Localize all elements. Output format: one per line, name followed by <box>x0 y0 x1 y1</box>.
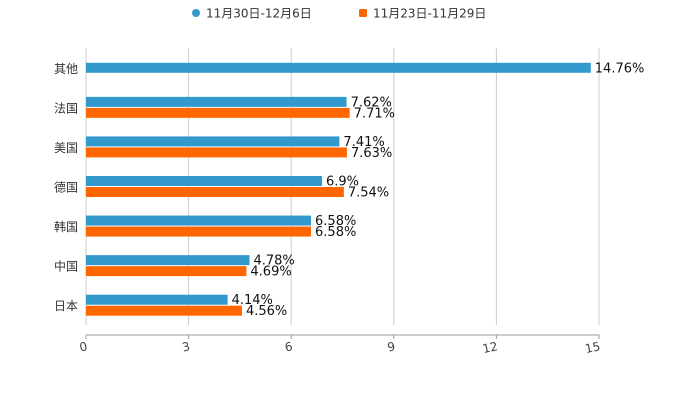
bar <box>86 136 340 147</box>
data-label: 6.58% <box>315 214 356 229</box>
x-tick-label: 12 <box>481 339 499 356</box>
bar <box>86 215 312 226</box>
bars: 14.76% 7.62%7.71% 7.41%7.63% 6.9%7.54% 6.58%… <box>86 61 644 319</box>
x-tick-label: 9 <box>386 339 396 354</box>
category-label: 日本 <box>54 299 78 313</box>
bar <box>86 305 242 316</box>
bar <box>86 62 591 73</box>
data-label: 6.58% <box>315 225 356 240</box>
data-label: 4.14% <box>232 293 273 308</box>
data-label: 7.63% <box>351 146 392 161</box>
category-label: 法国 <box>54 101 78 115</box>
bar <box>86 255 250 266</box>
x-tick-label: 3 <box>181 339 191 354</box>
data-label: 4.56% <box>246 304 287 319</box>
legend-marker-square <box>359 9 367 17</box>
legend-item: 11月23日-11月29日 <box>359 7 486 21</box>
legend-label: 11月30日-12月6日 <box>206 7 312 21</box>
bar <box>86 107 350 118</box>
data-label: 6.9% <box>326 175 359 190</box>
bar <box>86 226 312 237</box>
data-label: 7.54% <box>348 186 389 201</box>
data-label: 4.78% <box>253 254 294 269</box>
legend: 11月30日-12月6日 11月23日-11月29日 <box>192 7 486 21</box>
category-label: 韩国 <box>54 219 78 234</box>
data-label: 7.71% <box>354 106 395 121</box>
bar <box>86 96 347 107</box>
data-label: 14.76% <box>595 61 645 76</box>
x-axis: 0 3 6 9 12 15 <box>78 334 602 356</box>
legend-label: 11月23日-11月29日 <box>373 7 486 21</box>
x-tick-label: 15 <box>584 339 602 356</box>
bar <box>86 147 347 158</box>
legend-item: 11月30日-12月6日 <box>192 7 312 21</box>
bar <box>86 176 322 186</box>
data-label: 4.69% <box>250 265 291 280</box>
bar <box>86 266 247 277</box>
data-label: 7.41% <box>343 135 384 150</box>
legend-marker-circle <box>192 9 200 17</box>
bar <box>86 294 228 305</box>
x-tick-label: 6 <box>283 339 293 354</box>
bar <box>86 187 344 197</box>
data-label: 7.62% <box>351 95 392 110</box>
category-label: 美国 <box>54 141 78 155</box>
category-label: 其他 <box>54 62 78 76</box>
grid-lines <box>85 48 600 325</box>
category-label: 中国 <box>54 259 78 274</box>
x-tick-label: 0 <box>78 339 88 354</box>
category-label: 德国 <box>54 180 78 195</box>
